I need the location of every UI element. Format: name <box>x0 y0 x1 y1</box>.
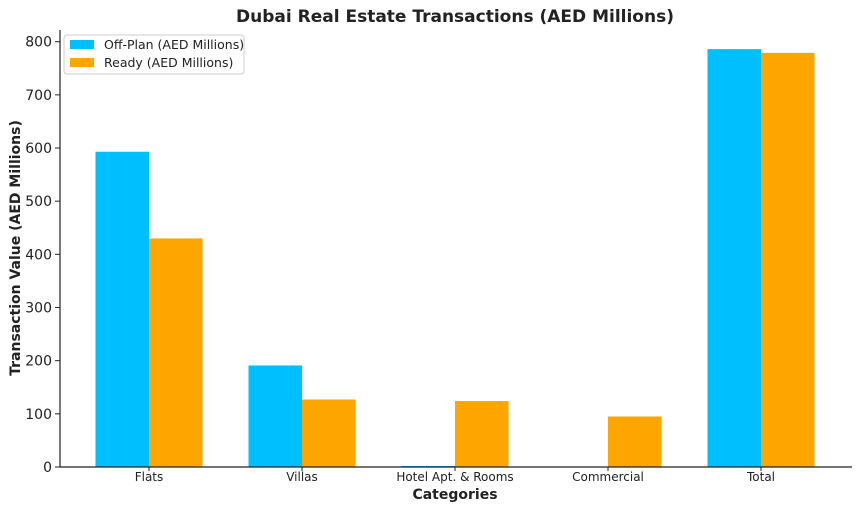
bar-ready-commercial <box>608 416 662 467</box>
x-tick-label: Commercial <box>572 470 644 484</box>
y-tick-label: 400 <box>25 247 52 263</box>
bar-off-plan-villas <box>248 365 302 467</box>
chart-title: Dubai Real Estate Transactions (AED Mill… <box>236 7 674 27</box>
bar-ready-hotel-apt-rooms <box>455 401 509 467</box>
legend-swatch-off-plan <box>70 40 94 49</box>
legend-label-off-plan: Off-Plan (AED Millions) <box>104 37 244 52</box>
bar-ready-total <box>761 52 815 468</box>
x-categories-layer: Flats Villas Hotel Apt. & Rooms Commercial T… <box>135 467 775 484</box>
legend-frame <box>63 34 245 75</box>
x-tick-label: Hotel Apt. & Rooms <box>396 470 513 484</box>
bars-layer <box>95 49 815 468</box>
legend-label-ready: Ready (AED Millions) <box>104 55 233 70</box>
y-tick-label: 800 <box>25 35 52 51</box>
y-tick-label: 500 <box>25 194 52 210</box>
y-axis-label: Transaction Value (AED Millions) <box>8 120 24 376</box>
legend-swatch-ready <box>70 58 94 67</box>
bar-ready-villas <box>302 399 356 467</box>
bar-off-plan-flats <box>95 151 149 468</box>
x-tick-label: Total <box>746 470 775 484</box>
y-tick-label: 300 <box>25 301 52 317</box>
y-tick-label: 700 <box>25 88 52 104</box>
legend: Off-Plan (AED Millions) Ready (AED Milli… <box>63 34 245 75</box>
bar-ready-flats <box>149 238 203 467</box>
y-ticks-layer: 0 100 200 300 400 500 600 700 800 <box>25 35 60 476</box>
y-tick-label: 100 <box>25 407 52 423</box>
y-tick-label: 0 <box>43 460 52 476</box>
x-axis-label: Categories <box>412 487 497 503</box>
x-tick-label: Flats <box>135 470 164 484</box>
axes-layer <box>59 30 852 468</box>
y-tick-label: 600 <box>25 141 52 157</box>
y-tick-label: 200 <box>25 354 52 370</box>
bar-off-plan-total <box>707 49 761 467</box>
x-tick-label: Villas <box>286 470 318 484</box>
